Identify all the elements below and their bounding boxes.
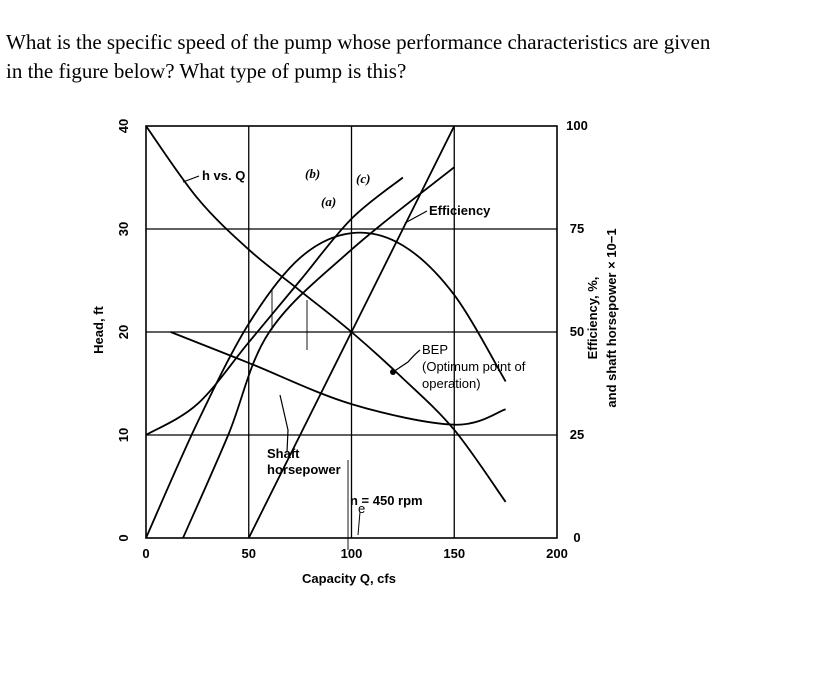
curve-c [182, 166, 455, 539]
y-left-tick-label: 30 [116, 222, 131, 236]
x-tick-label: 50 [242, 546, 256, 561]
x-tick-label: 200 [546, 546, 568, 561]
x-tick-label: 150 [443, 546, 465, 561]
curve-b [145, 176, 404, 436]
label-bep-2: (Optimum point of [422, 359, 526, 374]
y-axis-left-title: Head, ft [91, 305, 106, 353]
label-speed: n = 450 rpm [350, 493, 423, 508]
x-axis-title: Capacity Q, cfs [302, 571, 396, 586]
tick-labels: 0 50 100 150 200 0 10 20 30 40 0 25 50 75 100 [116, 118, 588, 561]
label-shaft-1: Shaft [267, 446, 300, 461]
leader-bep [392, 349, 421, 373]
curve-efficiency [145, 231, 507, 539]
label-bep-3: operation) [422, 376, 481, 391]
label-efficiency: Efficiency [429, 203, 491, 218]
curve-h-vs-q [145, 125, 507, 503]
y-right-tick-label: 75 [570, 221, 584, 236]
y-left-tick-label: 40 [116, 119, 131, 133]
bep-marker [390, 369, 396, 375]
question-line-2: in the figure below? What type of pump i… [6, 59, 407, 83]
y-left-tick-label: 20 [116, 325, 131, 339]
label-bep-1: BEP [422, 342, 448, 357]
y-left-tick-label: 0 [116, 534, 131, 541]
label-h-vs-q: h vs. Q [202, 168, 245, 183]
x-tick-label: 100 [341, 546, 363, 561]
curves [145, 125, 507, 550]
y-right-tick-label: 25 [570, 427, 584, 442]
y-right-tick-label: 100 [566, 118, 588, 133]
y-axis-right-title-2: and shaft horsepower × 10−1 [604, 228, 619, 407]
y-axis-right-title-1: Efficiency, %, [585, 277, 600, 360]
curve-a [170, 331, 506, 426]
label-shaft-2: horsepower [267, 462, 341, 477]
x-tick-label: 0 [142, 546, 149, 561]
label-c: (c) [356, 171, 370, 186]
label-b: (b) [305, 166, 320, 181]
question-line-1: What is the specific speed of the pump w… [6, 30, 711, 54]
question-text: What is the specific speed of the pump w… [6, 28, 806, 86]
leader-shaft [279, 394, 289, 453]
leader-efficiency [404, 210, 428, 224]
curve-shaft-horsepower [247, 125, 456, 539]
label-speed-subscript: e [358, 501, 365, 516]
y-left-tick-label: 10 [116, 428, 131, 442]
label-a: (a) [321, 194, 336, 209]
grid [145, 125, 558, 539]
y-right-tick-label: 50 [570, 324, 584, 339]
leader-speed [357, 511, 361, 536]
y-right-tick-label: 0 [573, 530, 580, 545]
leader-h-vs-q [182, 175, 200, 183]
